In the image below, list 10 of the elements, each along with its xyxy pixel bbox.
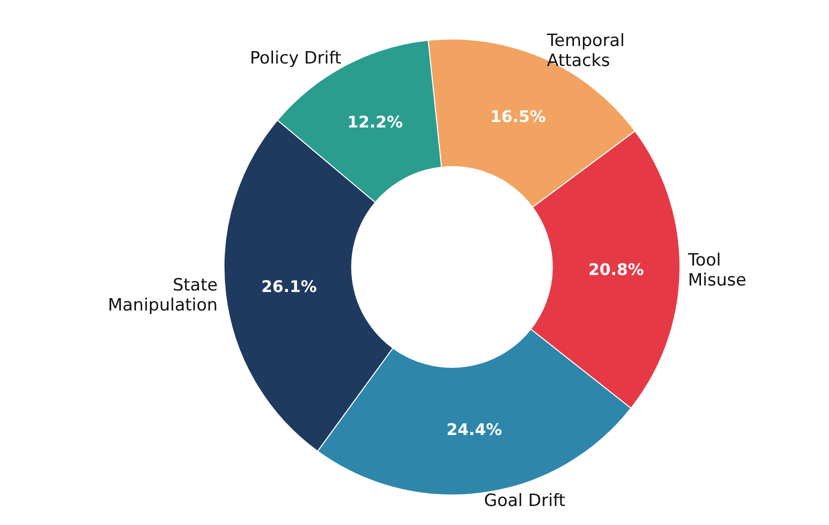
slice-label: Goal Drift <box>484 490 566 511</box>
slice-label: Temporal Attacks <box>546 30 625 71</box>
data-label: 24.4% <box>446 420 502 440</box>
data-label: 26.1% <box>261 277 317 296</box>
slice-label: Tool Misuse <box>686 250 746 290</box>
slice-label: Policy Drift <box>250 48 342 69</box>
data-label: 16.5% <box>490 107 546 126</box>
data-label: 12.2% <box>347 112 403 132</box>
data-label: 20.8% <box>588 260 644 279</box>
slice-label: State Manipulation <box>108 275 218 316</box>
